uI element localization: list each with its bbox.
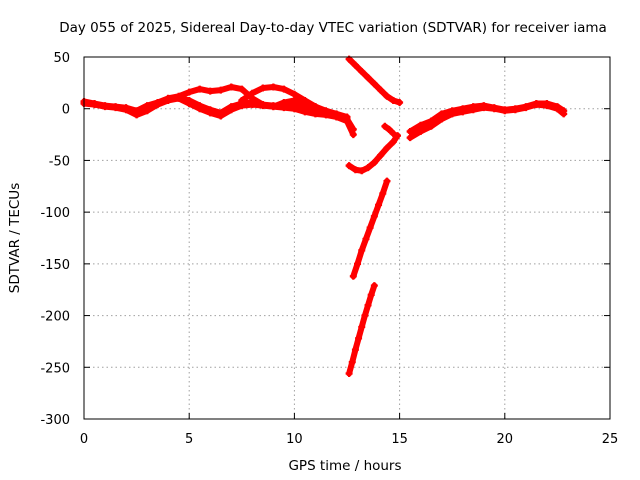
data-point [383, 177, 391, 185]
y-tick-label: -50 [49, 154, 70, 169]
data-point [389, 130, 397, 138]
series-arc-i [345, 282, 378, 377]
y-tick-label: -250 [40, 361, 70, 376]
x-tick-label: 5 [185, 432, 193, 447]
series-arc-h [349, 177, 391, 280]
data-point [343, 113, 351, 121]
data-point [560, 110, 568, 118]
y-axis-label: SDTVAR / TECUs [7, 183, 23, 293]
series-arc-e [345, 55, 404, 107]
data-point [396, 99, 404, 107]
data-point [349, 125, 357, 133]
data-points [80, 55, 568, 377]
x-tick-label: 10 [286, 432, 303, 447]
series-arc-k [406, 101, 568, 142]
series-arc-g [381, 122, 397, 138]
y-tick-label: -150 [40, 258, 70, 273]
y-tick-label: 0 [62, 103, 70, 118]
x-tick-label: 25 [602, 432, 619, 447]
y-tick-label: -200 [40, 310, 70, 325]
plot-frame [83, 56, 611, 420]
series-arc-d [238, 83, 330, 117]
data-point [370, 282, 378, 290]
series-arc-f [345, 132, 401, 175]
y-tick-label: 50 [53, 51, 70, 66]
y-tick-label: -100 [40, 206, 70, 221]
grid [84, 57, 610, 419]
series-arc-b [80, 93, 357, 133]
x-tick-label: 15 [391, 432, 408, 447]
data-point [322, 109, 330, 117]
series-arc-a [80, 94, 357, 139]
x-tick-label: 20 [497, 432, 514, 447]
y-tick-label: -300 [40, 413, 70, 428]
x-axis-label: GPS time / hours [288, 458, 401, 474]
x-tick-label: 0 [80, 432, 88, 447]
chart-title: Day 055 of 2025, Sidereal Day-to-day VTE… [59, 20, 607, 36]
